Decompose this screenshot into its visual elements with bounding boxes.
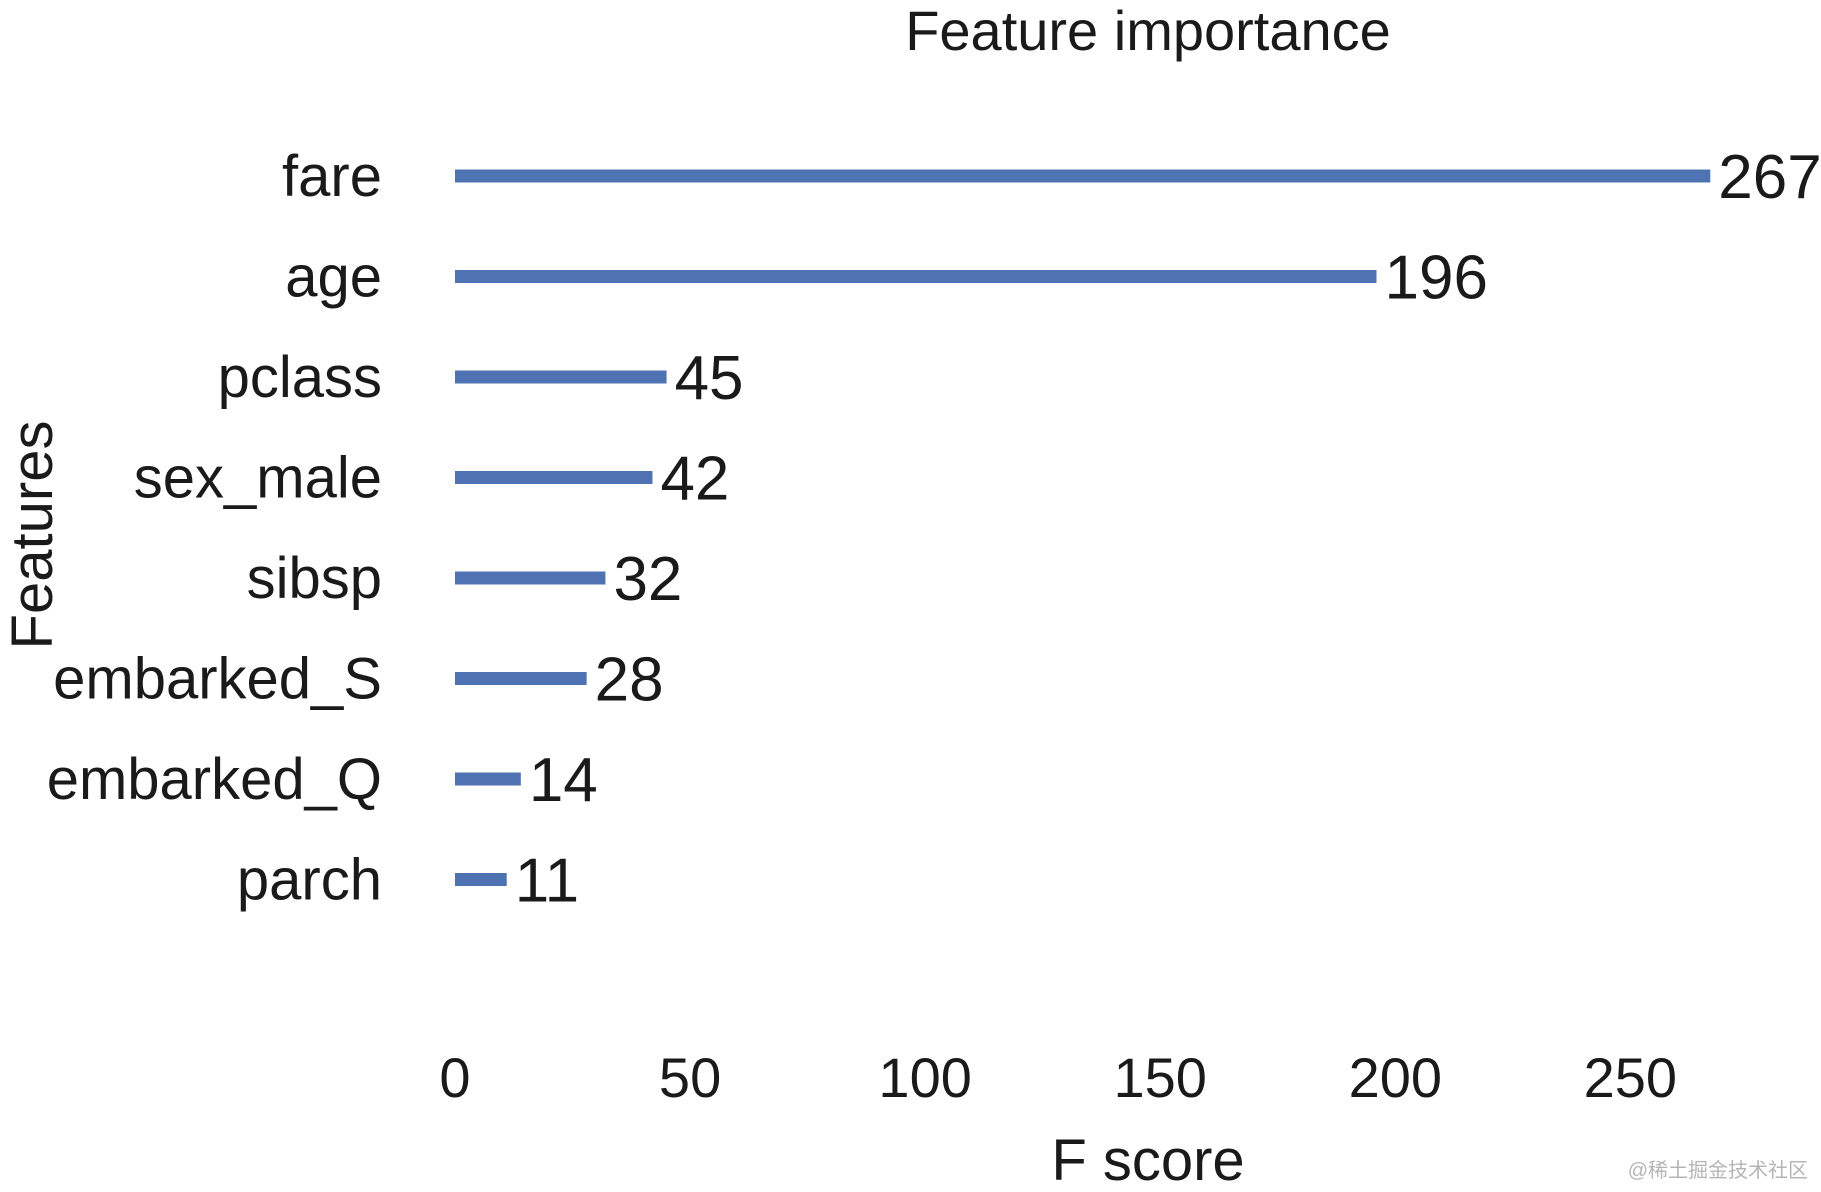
category-label-parch: parch: [237, 848, 382, 913]
value-label-age: 196: [1384, 244, 1487, 313]
bar-embarked-q: [455, 772, 521, 786]
category-label-embarked-q: embarked_Q: [47, 747, 382, 812]
x-tick-labels: 0 50 100 150 200 250: [439, 1046, 1677, 1109]
x-axis-label: F score: [1051, 1128, 1244, 1187]
value-label-parch: 11: [515, 847, 579, 916]
value-label-sex-male: 42: [660, 445, 729, 514]
category-label-age: age: [285, 245, 382, 310]
bar-pclass: [455, 370, 667, 384]
bar-embarked-s: [455, 672, 587, 685]
category-label-embarked-s: embarked_S: [53, 647, 382, 712]
category-label-sibsp: sibsp: [247, 546, 382, 611]
y-axis-label: Features: [0, 421, 65, 650]
value-label-fare: 267: [1718, 143, 1821, 212]
x-tick-label-150: 150: [1114, 1046, 1207, 1109]
bar-parch: [455, 873, 507, 886]
value-labels: 267 196 45 42 32 28 14 11: [515, 143, 1821, 916]
value-label-pclass: 45: [675, 344, 744, 413]
category-label-sex-male: sex_male: [134, 446, 382, 511]
bar-sex-male: [455, 471, 653, 484]
x-tick-label-100: 100: [878, 1046, 971, 1109]
watermark-text: @稀土掘金技术社区: [1628, 1159, 1808, 1182]
x-tick-label-250: 250: [1584, 1046, 1677, 1109]
bars-group: [455, 169, 1711, 886]
bar-sibsp: [455, 571, 606, 585]
bar-fare: [455, 169, 1711, 183]
value-label-embarked-s: 28: [595, 646, 664, 715]
category-label-pclass: pclass: [218, 345, 382, 410]
chart-title: Feature importance: [905, 0, 1391, 62]
value-label-embarked-q: 14: [529, 746, 598, 815]
value-label-sibsp: 32: [613, 545, 682, 614]
x-tick-label-0: 0: [439, 1046, 470, 1109]
bar-age: [455, 270, 1377, 283]
x-tick-label-200: 200: [1349, 1046, 1442, 1109]
x-tick-label-50: 50: [659, 1046, 721, 1109]
category-label-fare: fare: [282, 144, 382, 209]
